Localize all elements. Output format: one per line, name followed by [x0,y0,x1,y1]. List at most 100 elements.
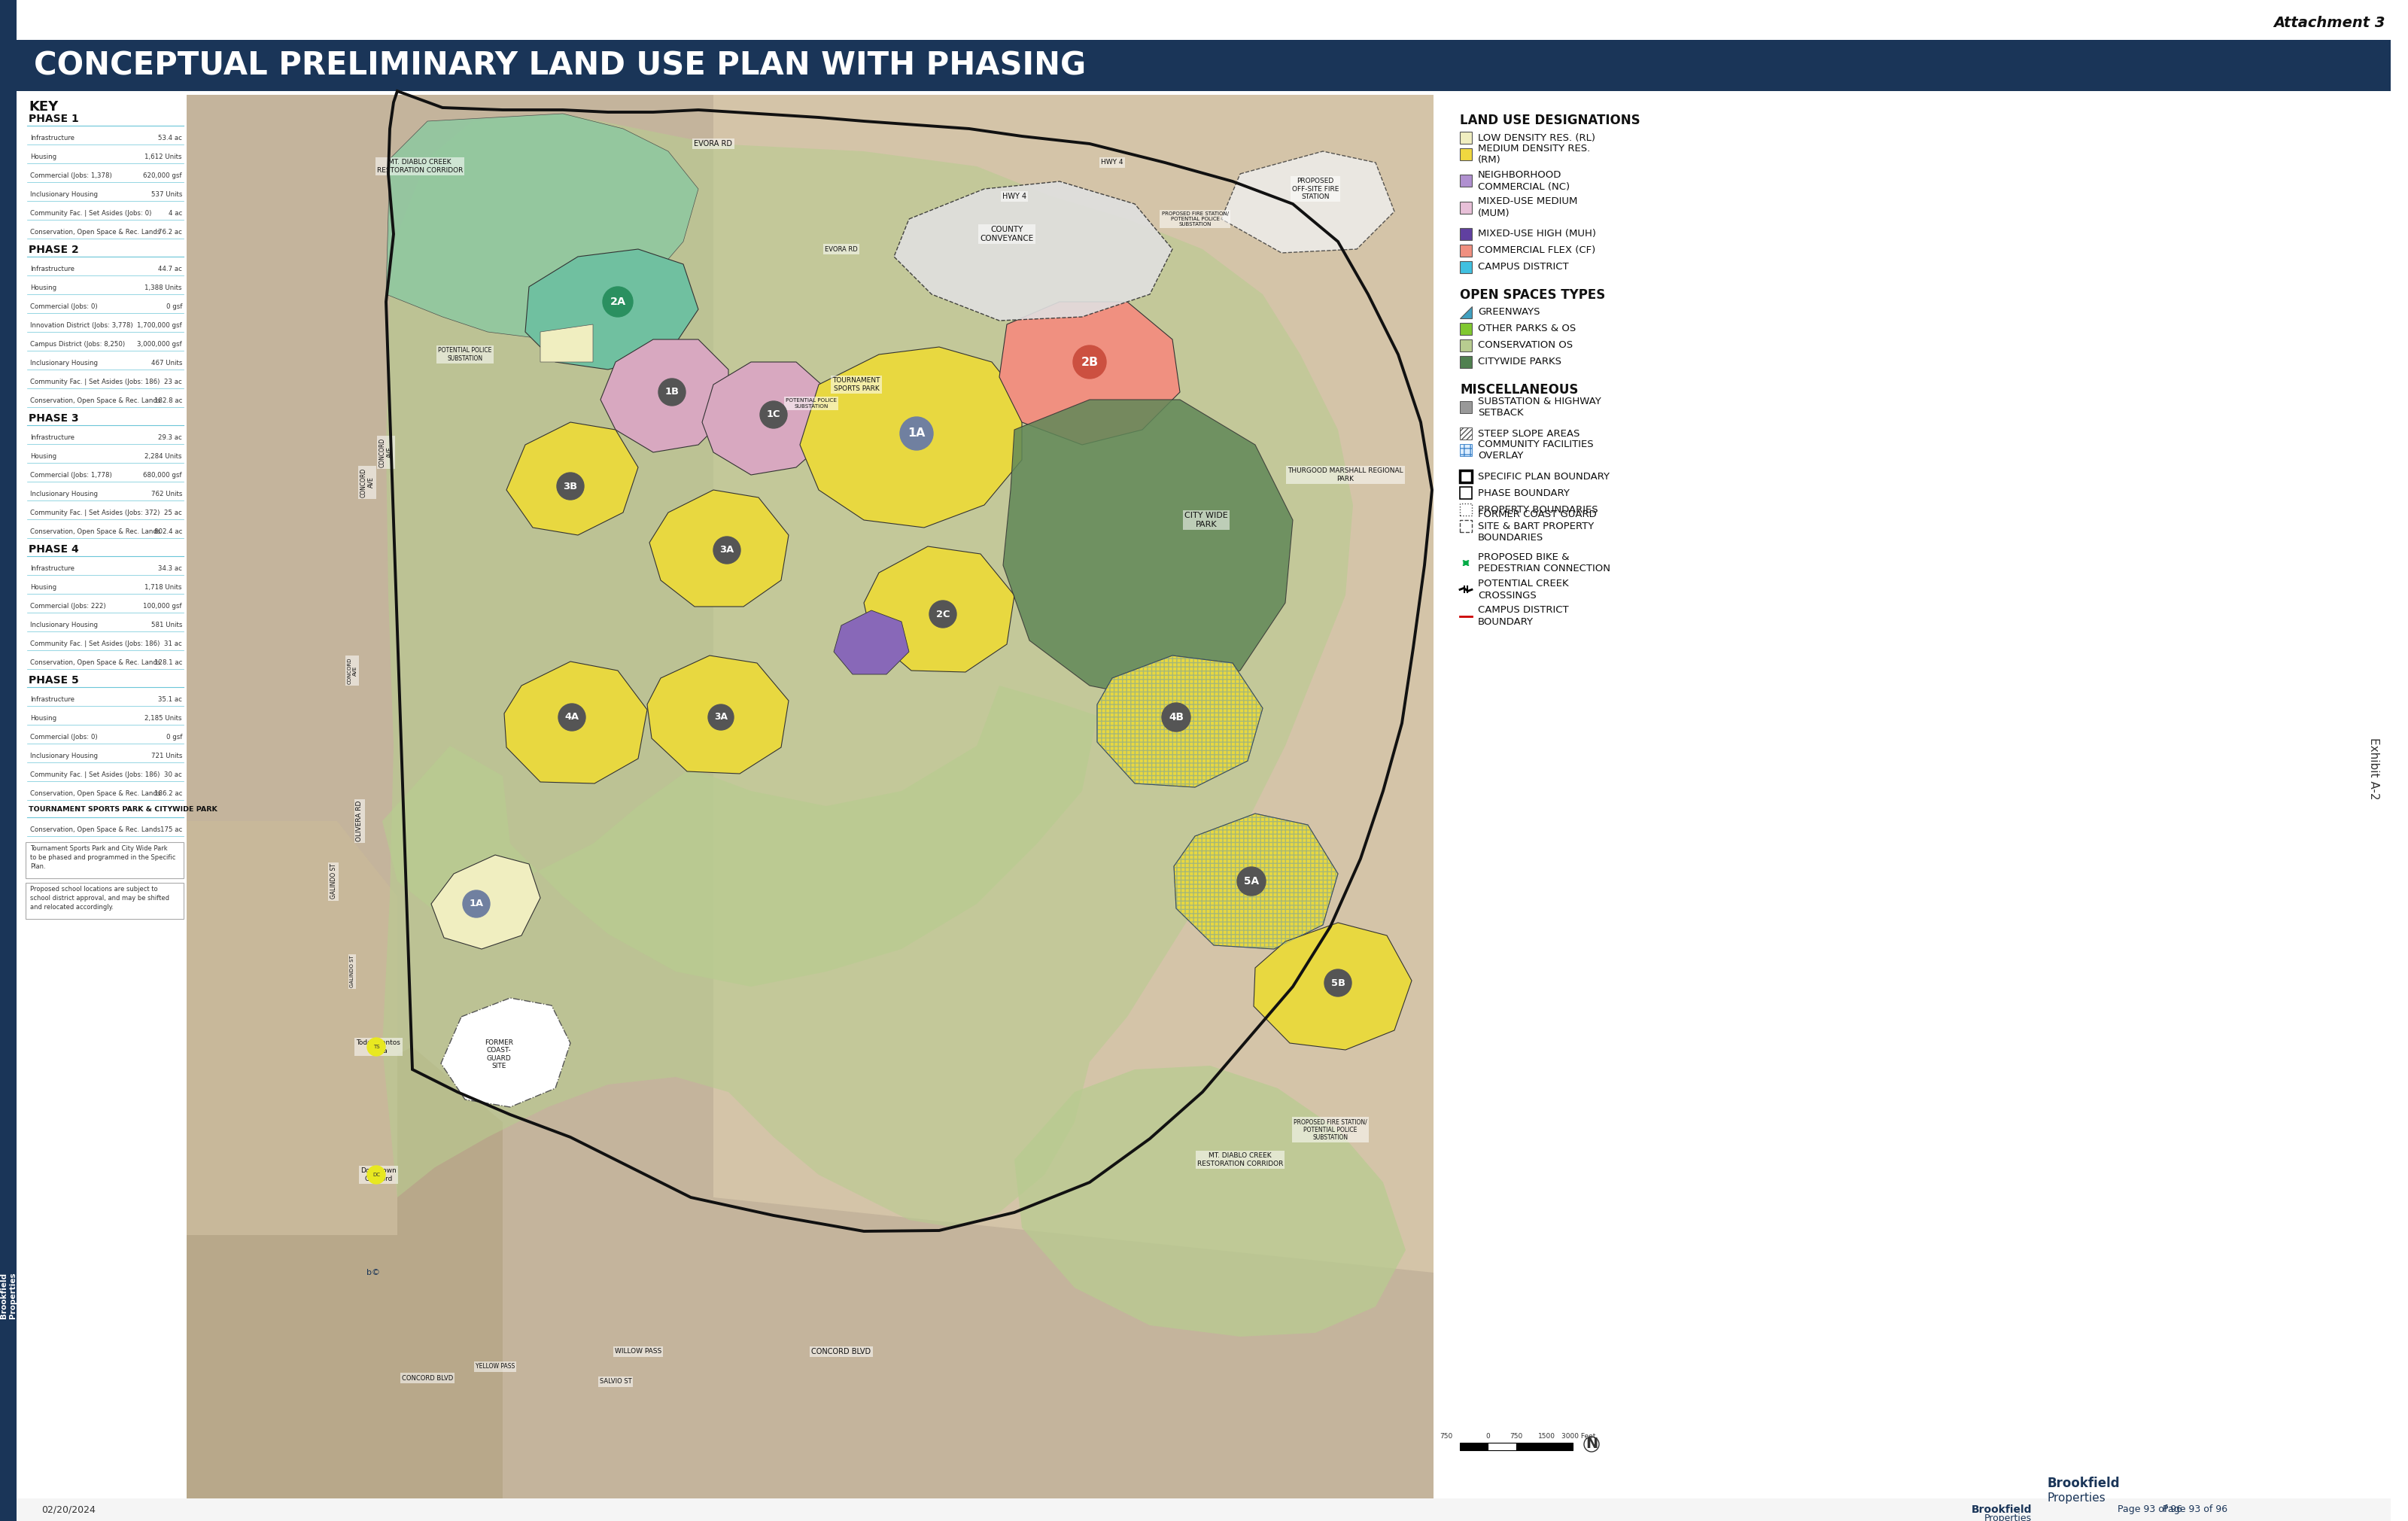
Text: 53.4 ac: 53.4 ac [159,135,183,141]
Circle shape [761,402,787,429]
Text: Housing: Housing [29,154,55,160]
Circle shape [602,287,633,316]
Circle shape [713,537,742,564]
Text: CONCORD BLVD: CONCORD BLVD [402,1375,453,1381]
Polygon shape [1004,400,1293,701]
Polygon shape [383,686,1098,987]
Text: MT. DIABLO CREEK
RESTORATION CORRIDOR: MT. DIABLO CREEK RESTORATION CORRIDOR [1197,1153,1283,1167]
Text: MT. DIABLO CREEK
RESTORATION CORRIDOR: MT. DIABLO CREEK RESTORATION CORRIDOR [378,160,462,173]
Text: STEEP SLOPE AREAS: STEEP SLOPE AREAS [1479,429,1580,438]
Text: Housing: Housing [29,584,55,590]
Text: 4B: 4B [1168,712,1185,722]
Polygon shape [539,324,592,362]
Bar [1459,262,1471,274]
Text: Brookfield
Properties: Brookfield Properties [0,1272,17,1319]
Text: CONSERVATION OS: CONSERVATION OS [1479,341,1572,350]
Bar [1459,503,1471,516]
Text: Housing: Housing [29,284,55,291]
Polygon shape [385,114,698,339]
Text: 175 ac: 175 ac [159,826,183,834]
Text: 620,000 gsf: 620,000 gsf [144,172,183,179]
Text: EVORA RD: EVORA RD [826,246,857,252]
Text: POTENTIAL POLICE
SUBSTATION: POTENTIAL POLICE SUBSTATION [438,347,491,362]
Text: Conservation, Open Space & Rec. Lands: Conservation, Open Space & Rec. Lands [29,528,161,535]
Text: PROPOSED FIRE STATION/
POTENTIAL POLICE
SUBSTATION: PROPOSED FIRE STATION/ POTENTIAL POLICE … [1293,1118,1368,1141]
Text: Conservation, Open Space & Rec. Lands: Conservation, Open Space & Rec. Lands [29,228,161,236]
Text: 1500: 1500 [1539,1433,1556,1440]
Text: Todos Santos
Plaza: Todos Santos Plaza [356,1039,400,1054]
Bar [1459,339,1471,351]
Polygon shape [383,114,1353,1227]
Text: Infrastructure: Infrastructure [29,435,75,441]
Text: COMMERCIAL FLEX (CF): COMMERCIAL FLEX (CF) [1479,246,1597,256]
Text: COMMUNITY FACILITIES
OVERLAY: COMMUNITY FACILITIES OVERLAY [1479,440,1594,461]
Text: Housing: Housing [29,453,55,459]
Bar [1459,322,1471,335]
Text: 5B: 5B [1332,978,1346,987]
Bar [1459,132,1471,144]
Text: 537 Units: 537 Units [152,192,183,198]
Circle shape [462,890,489,917]
Text: 750: 750 [1510,1433,1522,1440]
Text: 186.2 ac: 186.2 ac [154,791,183,797]
Text: 3B: 3B [563,481,578,491]
Text: 23 ac: 23 ac [164,379,183,385]
Text: Commercial (Jobs: 1,778): Commercial (Jobs: 1,778) [29,472,111,479]
Text: Inclusionary Housing: Inclusionary Housing [29,753,99,759]
Text: Commercial (Jobs: 0): Commercial (Jobs: 0) [29,733,99,741]
Text: 31 ac: 31 ac [164,640,183,648]
Text: MIXED-USE MEDIUM
(MUM): MIXED-USE MEDIUM (MUM) [1479,196,1577,218]
Text: SPECIFIC PLAN BOUNDARY: SPECIFIC PLAN BOUNDARY [1479,472,1609,482]
Text: 100,000 gsf: 100,000 gsf [144,602,183,610]
Polygon shape [441,998,571,1107]
Text: POTENTIAL CREEK
CROSSINGS: POTENTIAL CREEK CROSSINGS [1479,580,1568,601]
Text: CONCORD
AVE: CONCORD AVE [378,438,393,467]
Bar [188,94,1433,1498]
Text: PROPOSED FIRE STATION/
POTENTIAL POLICE
SUBSTATION: PROPOSED FIRE STATION/ POTENTIAL POLICE … [1161,211,1228,227]
Text: Page 93 of 96: Page 93 of 96 [2162,1504,2227,1515]
Text: LAND USE DESIGNATIONS: LAND USE DESIGNATIONS [1459,114,1640,128]
Text: 182.8 ac: 182.8 ac [154,397,183,405]
Text: KEY: KEY [29,100,58,114]
Text: POTENTIAL POLICE
SUBSTATION: POTENTIAL POLICE SUBSTATION [785,399,838,408]
Circle shape [1324,969,1351,996]
Text: b©: b© [366,1269,380,1276]
Text: 721 Units: 721 Units [152,753,183,759]
Text: 44.7 ac: 44.7 ac [159,266,183,272]
Bar [1459,444,1471,456]
Circle shape [929,601,956,628]
Text: 29.3 ac: 29.3 ac [159,435,183,441]
Bar [1459,520,1471,532]
Text: 1A: 1A [908,427,925,440]
Circle shape [1074,345,1105,379]
Text: Infrastructure: Infrastructure [29,697,75,703]
Text: 25 ac: 25 ac [164,510,183,516]
Bar [17,1498,2391,1521]
Bar [1459,245,1471,257]
Text: Inclusionary Housing: Inclusionary Housing [29,192,99,198]
Text: 581 Units: 581 Units [152,622,183,628]
Text: FORMER COAST GUARD
SITE & BART PROPERTY
BOUNDARIES: FORMER COAST GUARD SITE & BART PROPERTY … [1479,510,1597,543]
Text: 34.3 ac: 34.3 ac [159,566,183,572]
Text: CITYWIDE PARKS: CITYWIDE PARKS [1479,357,1560,367]
Bar [1459,427,1471,440]
Text: 3A: 3A [720,545,734,555]
Text: HWY 4: HWY 4 [1002,193,1026,201]
Polygon shape [893,181,1173,321]
Polygon shape [431,855,539,949]
Polygon shape [999,301,1180,444]
Text: 0: 0 [1486,1433,1491,1440]
Circle shape [708,704,734,730]
Text: 4A: 4A [566,712,578,722]
Text: Tournament Sports Park and City Wide Park
to be phased and programmed in the Spe: Tournament Sports Park and City Wide Par… [29,846,176,870]
Text: HWY 4: HWY 4 [1100,160,1122,166]
Text: Community Fac. | Set Asides (Jobs: 186): Community Fac. | Set Asides (Jobs: 186) [29,771,159,779]
Text: CONCEPTUAL PRELIMINARY LAND USE PLAN WITH PHASING: CONCEPTUAL PRELIMINARY LAND USE PLAN WIT… [34,50,1086,81]
Text: THURGOOD MARSHALL REGIONAL
PARK: THURGOOD MARSHALL REGIONAL PARK [1288,467,1404,482]
Text: PHASE 5: PHASE 5 [29,675,79,686]
Polygon shape [503,662,648,783]
Text: 5A: 5A [1245,876,1259,887]
Text: 30 ac: 30 ac [164,771,183,779]
Text: 2C: 2C [937,610,949,619]
Text: TS: TS [373,1045,380,1049]
